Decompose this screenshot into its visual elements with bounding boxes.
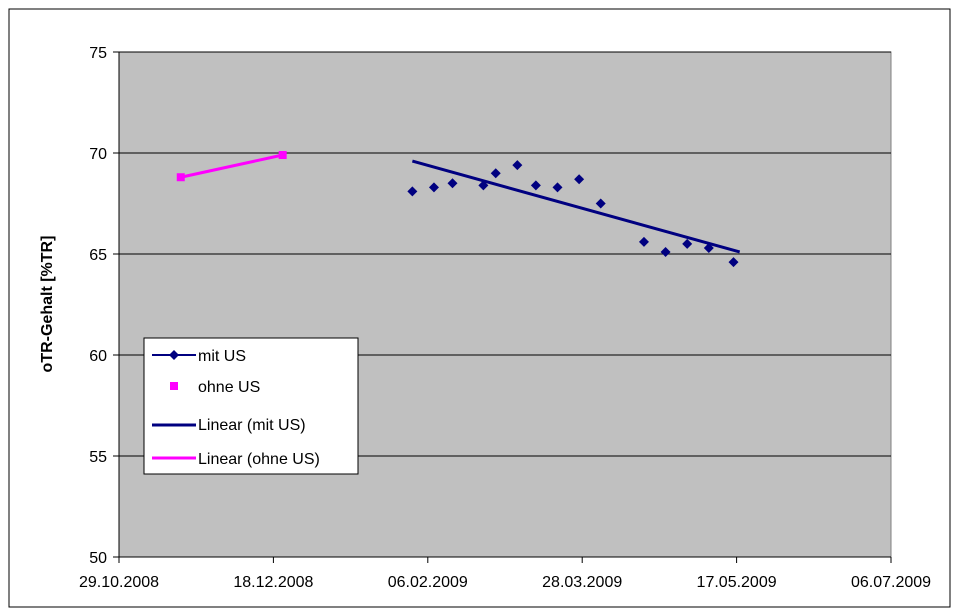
x-tick-label-0: 29.10.2008 bbox=[79, 574, 159, 591]
point-mit-us-0 bbox=[407, 186, 418, 197]
trendline-linear-mit-us bbox=[411, 159, 741, 254]
legend-item-mit-us: mit US bbox=[152, 348, 246, 365]
point-mit-us-5 bbox=[512, 160, 523, 171]
y-tick-label-70: 70 bbox=[89, 146, 107, 163]
legend-marker-mit-us bbox=[169, 350, 179, 360]
x-tick-label-5: 06.07.2009 bbox=[851, 574, 931, 591]
y-tick-label-60: 60 bbox=[89, 348, 107, 365]
legend-item-ohne-us: ohne US bbox=[170, 379, 260, 396]
point-mit-us-2 bbox=[447, 178, 458, 189]
legend-box bbox=[143, 337, 359, 475]
point-mit-us-4 bbox=[490, 168, 501, 179]
y-tick-label-75: 75 bbox=[89, 45, 107, 62]
point-mit-us-14 bbox=[728, 257, 739, 268]
legend-marker-ohne-us bbox=[170, 382, 178, 390]
point-ohne-us-1 bbox=[278, 151, 287, 160]
point-mit-us-9 bbox=[595, 198, 606, 209]
x-axis-ticks: 29.10.2008 18.12.2008 06.02.2009 28.03.2009… bbox=[79, 557, 931, 591]
y-tick-label-50: 50 bbox=[89, 550, 107, 567]
legend-label-linear-mit-us: Linear (mit US) bbox=[198, 417, 306, 434]
point-mit-us-6 bbox=[530, 180, 541, 191]
point-mit-us-7 bbox=[552, 182, 563, 193]
x-tick-label-3: 28.03.2009 bbox=[542, 574, 622, 591]
point-mit-us-1 bbox=[428, 182, 439, 193]
point-mit-us-3 bbox=[478, 180, 489, 191]
point-mit-us-11 bbox=[660, 246, 671, 257]
legend: mit US ohne US Linear (mit US) Linear (o… bbox=[143, 337, 359, 475]
point-mit-us-8 bbox=[574, 174, 585, 185]
legend-item-linear-mit-us: Linear (mit US) bbox=[152, 417, 306, 434]
x-tick-label-1: 18.12.2008 bbox=[233, 574, 313, 591]
legend-item-linear-ohne-us: Linear (ohne US) bbox=[152, 451, 320, 468]
y-tick-label-65: 65 bbox=[89, 247, 107, 264]
legend-label-ohne-us: ohne US bbox=[198, 379, 260, 396]
trendline-linear-ohne-us bbox=[180, 153, 283, 179]
y-axis-ticks: 50 55 60 65 70 75 bbox=[89, 45, 119, 567]
legend-label-mit-us: mit US bbox=[198, 348, 246, 365]
point-ohne-us-0 bbox=[176, 173, 185, 182]
point-mit-us-10 bbox=[638, 236, 649, 247]
point-mit-us-12 bbox=[682, 238, 693, 249]
y-tick-label-55: 55 bbox=[89, 449, 107, 466]
y-axis-title: oTR-Gehalt [%TR] bbox=[39, 236, 56, 373]
point-mit-us-13 bbox=[703, 242, 714, 253]
series-layer bbox=[176, 151, 741, 268]
x-tick-label-2: 06.02.2009 bbox=[388, 574, 468, 591]
plot-area bbox=[118, 51, 892, 558]
legend-label-linear-ohne-us: Linear (ohne US) bbox=[198, 451, 320, 468]
x-tick-label-4: 17.05.2009 bbox=[697, 574, 777, 591]
